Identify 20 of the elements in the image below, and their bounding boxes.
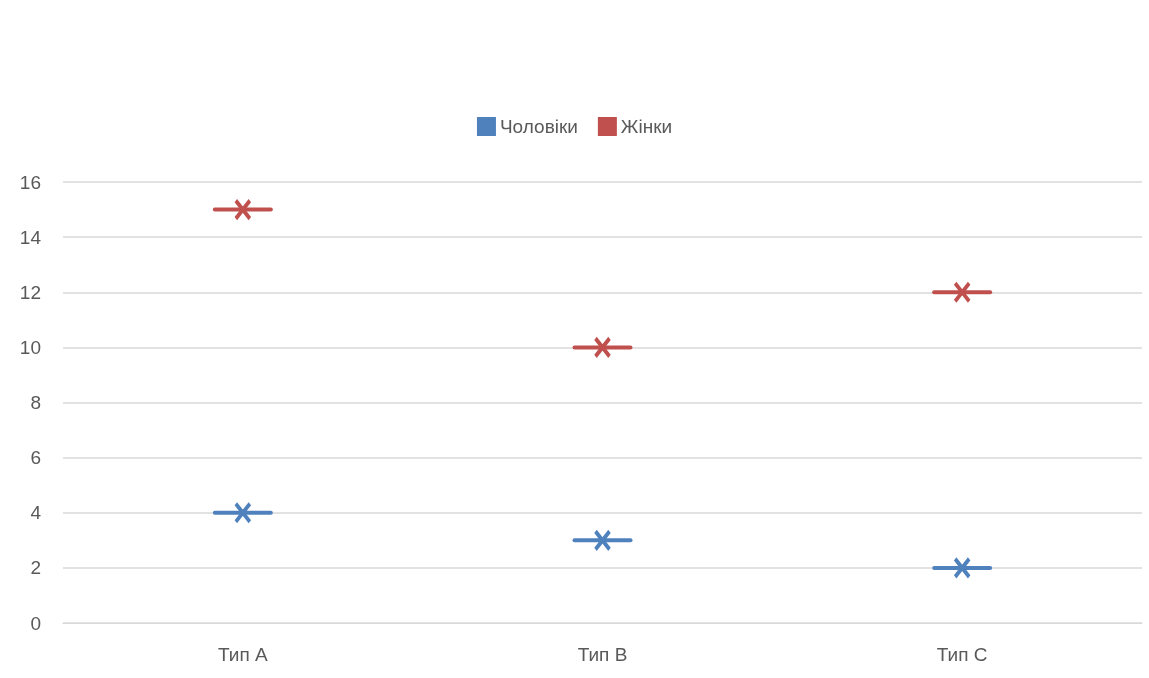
y-tick-label: 8 xyxy=(30,392,41,413)
y-tick-label: 4 xyxy=(30,502,42,524)
x-tick-label: Тип C xyxy=(936,644,988,665)
point xyxy=(233,198,252,221)
point xyxy=(953,281,972,304)
point xyxy=(593,336,612,359)
point xyxy=(233,501,252,524)
x-tick-label: Тип B xyxy=(577,644,628,665)
y-tick-label: 14 xyxy=(19,226,42,248)
y-tick-label: 16 xyxy=(19,171,41,193)
x-tick-label: Тип A xyxy=(218,644,268,665)
point xyxy=(953,556,972,579)
legend-label: Жінки xyxy=(620,116,673,137)
y-tick-label: 10 xyxy=(19,336,41,358)
legend-label: Чоловіки xyxy=(499,116,578,137)
y-tick-label: 12 xyxy=(19,281,41,303)
y-tick-label: 0 xyxy=(30,612,41,634)
y-tick-label: 2 xyxy=(30,557,41,579)
y-tick-label: 6 xyxy=(30,447,41,469)
point xyxy=(593,529,612,552)
